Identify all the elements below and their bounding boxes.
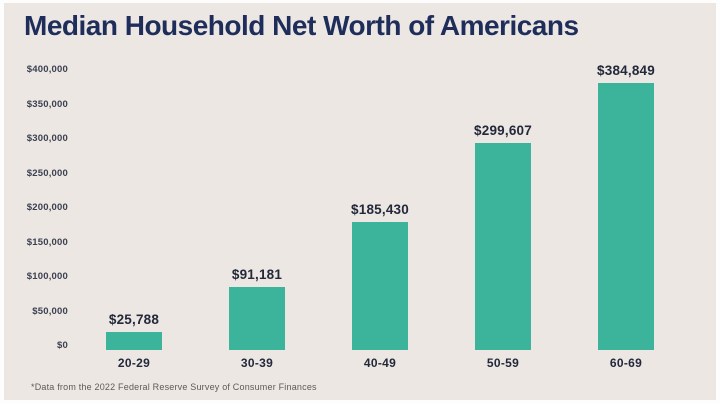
y-axis-tick-label: $300,000 bbox=[26, 133, 68, 144]
bar-value-label: $25,788 bbox=[108, 312, 160, 328]
x-axis-category-label: 40-49 bbox=[363, 356, 397, 370]
bar bbox=[598, 83, 654, 350]
bar-value-label: $91,181 bbox=[231, 266, 283, 282]
y-axis-tick-label: $150,000 bbox=[26, 236, 68, 248]
y-axis-tick-label: $100,000 bbox=[26, 271, 68, 282]
y-axis-tick-label: $350,000 bbox=[26, 98, 68, 110]
y-axis-tick-label: $250,000 bbox=[26, 167, 68, 179]
y-axis-tick-label: $400,000 bbox=[26, 64, 68, 75]
chart-title: Median Household Net Worth of Americans bbox=[24, 10, 579, 41]
x-axis-category-label: 30-39 bbox=[240, 356, 274, 370]
bar-value-label: $185,430 bbox=[351, 201, 409, 217]
x-axis-category-label: 50-59 bbox=[486, 356, 520, 370]
y-axis-tick-label: $0 bbox=[57, 340, 68, 351]
bar bbox=[106, 332, 162, 350]
source-footnote: *Data from the 2022 Federal Reserve Surv… bbox=[31, 382, 317, 392]
bar-value-label: $299,607 bbox=[474, 122, 532, 138]
y-axis-tick-label: $200,000 bbox=[26, 202, 68, 213]
bar-value-label: $384,849 bbox=[597, 63, 655, 79]
x-axis-category-label: 20-29 bbox=[117, 356, 151, 370]
bar bbox=[475, 142, 531, 350]
bar bbox=[229, 286, 285, 350]
x-axis-category-label: 60-69 bbox=[609, 356, 643, 370]
y-axis-tick-label: $50,000 bbox=[32, 305, 68, 317]
bar bbox=[352, 221, 408, 350]
